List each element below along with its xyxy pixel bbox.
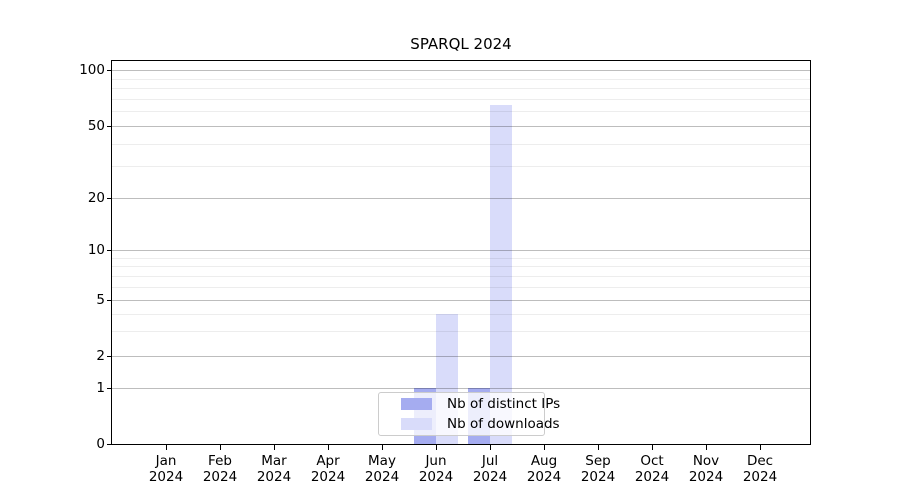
y-tick-2 xyxy=(107,355,112,357)
y-tick-label-5: 5 xyxy=(96,292,105,308)
x-tick-label-mar: Mar 2024 xyxy=(256,453,292,485)
legend: Nb of distinct IPs Nb of downloads xyxy=(378,392,560,436)
legend-swatch-downloads xyxy=(401,418,432,430)
y-gridline-10 xyxy=(112,250,810,251)
y-tick-label-1: 1 xyxy=(96,380,105,396)
x-tick-jun xyxy=(435,445,437,450)
x-tick-dec xyxy=(759,445,761,450)
y-gridline-minor-70 xyxy=(112,98,810,100)
grid-layer xyxy=(112,61,810,444)
x-tick-apr xyxy=(327,445,329,450)
legend-swatch-distinct-ips xyxy=(401,398,432,410)
y-tick-label-100: 100 xyxy=(79,62,105,78)
x-tick-label-jan: Jan 2024 xyxy=(148,453,184,485)
x-tick-nov xyxy=(705,445,707,450)
y-tick-1 xyxy=(107,387,112,389)
legend-item-distinct-ips: Nb of distinct IPs xyxy=(401,395,560,414)
y-gridline-minor-6 xyxy=(112,286,810,288)
y-gridline-minor-80 xyxy=(112,88,810,89)
y-gridline-20 xyxy=(112,198,810,199)
y-gridline-minor-60 xyxy=(112,111,810,113)
y-gridline-minor-30 xyxy=(112,166,810,168)
bar-downloads-jul xyxy=(490,104,512,444)
x-tick-oct xyxy=(651,445,653,450)
x-tick-label-feb: Feb 2024 xyxy=(202,453,238,485)
y-tick-5 xyxy=(107,299,112,301)
x-tick-label-dec: Dec 2024 xyxy=(742,453,778,485)
y-tick-label-20: 20 xyxy=(87,190,105,206)
x-tick-label-aug: Aug 2024 xyxy=(526,453,562,485)
y-tick-label-10: 10 xyxy=(87,242,105,258)
legend-label-distinct-ips: Nb of distinct IPs xyxy=(447,396,561,412)
x-tick-label-nov: Nov 2024 xyxy=(688,453,724,485)
y-tick-50 xyxy=(107,125,112,127)
x-tick-may xyxy=(381,445,383,450)
y-tick-10 xyxy=(107,249,112,251)
x-tick-jul xyxy=(489,445,491,450)
x-tick-sep xyxy=(597,445,599,450)
y-gridline-minor-9 xyxy=(112,257,810,259)
y-gridline-minor-4 xyxy=(112,313,810,315)
y-tick-0 xyxy=(107,443,112,445)
x-tick-jan xyxy=(165,445,167,450)
legend-item-downloads: Nb of downloads xyxy=(401,415,560,434)
x-tick-label-jun: Jun 2024 xyxy=(418,453,454,485)
y-gridline-minor-3 xyxy=(112,331,810,333)
y-gridline-5 xyxy=(112,300,810,301)
x-tick-aug xyxy=(543,445,545,450)
y-tick-100 xyxy=(107,69,112,71)
x-tick-feb xyxy=(219,445,221,450)
y-gridline-2 xyxy=(112,356,810,357)
x-tick-label-may: May 2024 xyxy=(364,453,400,485)
y-gridline-100 xyxy=(112,70,810,71)
chart-title: SPARQL 2024 xyxy=(410,35,512,53)
x-tick-mar xyxy=(273,445,275,450)
legend-label-downloads: Nb of downloads xyxy=(447,416,560,432)
y-tick-label-2: 2 xyxy=(96,348,105,364)
y-gridline-minor-8 xyxy=(112,266,810,268)
y-tick-label-50: 50 xyxy=(87,118,105,134)
x-tick-label-apr: Apr 2024 xyxy=(310,453,346,485)
y-gridline-1 xyxy=(112,388,810,389)
y-tick-20 xyxy=(107,197,112,199)
y-gridline-50 xyxy=(112,126,810,127)
x-tick-label-jul: Jul 2024 xyxy=(472,453,508,485)
plot-area xyxy=(111,60,811,445)
x-tick-label-sep: Sep 2024 xyxy=(580,453,616,485)
x-tick-label-oct: Oct 2024 xyxy=(634,453,670,485)
y-gridline-minor-7 xyxy=(112,275,810,277)
y-tick-label-0: 0 xyxy=(96,436,105,452)
y-gridline-minor-40 xyxy=(112,143,810,145)
y-gridline-minor-90 xyxy=(112,78,810,80)
